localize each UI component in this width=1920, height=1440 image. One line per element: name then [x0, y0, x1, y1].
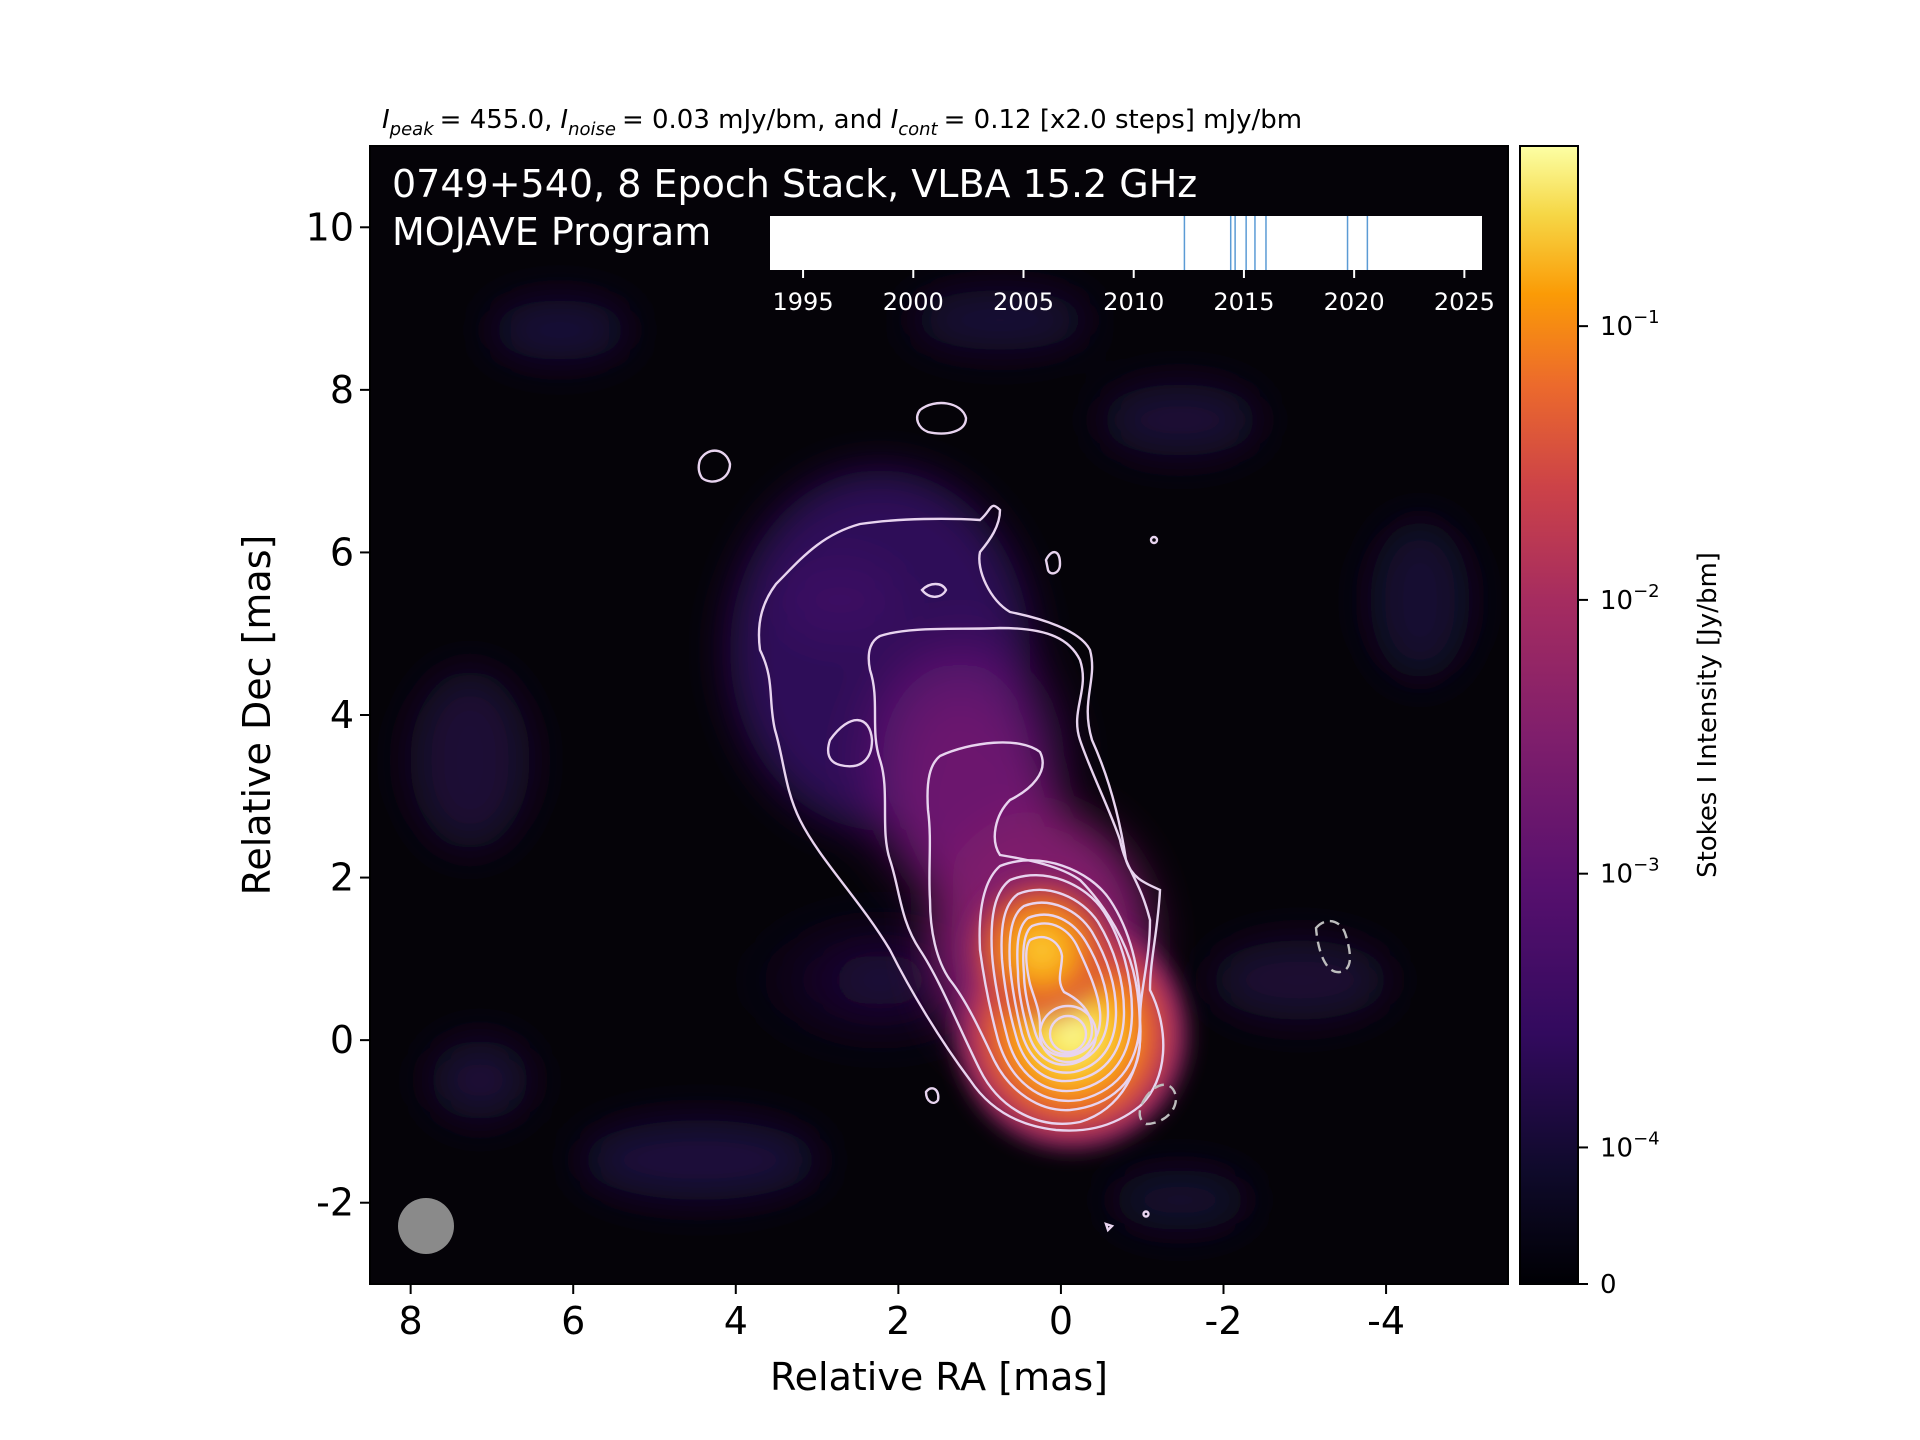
i-cont-value: = 0.12 [x2.0 steps] mJy/bm	[944, 105, 1303, 135]
colorbar-tick-label: 10−3	[1600, 855, 1660, 890]
contour-island-6	[1149, 535, 1159, 545]
y-tick-label: 0	[330, 1018, 354, 1062]
contour-level-4	[978, 859, 1142, 1103]
epoch-markers	[1183, 216, 1369, 270]
timeline-tick-label: 2000	[883, 288, 944, 316]
beam-ellipse	[398, 1198, 454, 1254]
colorbar-ticks: 0 10−4 10−3 10−2 10−1	[1578, 307, 1660, 1300]
colorbar-label: Stokes I Intensity [Jy/bm]	[1693, 552, 1723, 878]
x-tick-label: 0	[1049, 1299, 1073, 1343]
contour-level-2	[867, 626, 1152, 1125]
timeline-tick-label: 2010	[1103, 288, 1164, 316]
timeline-box	[770, 216, 1482, 270]
colorbar-tick-label: 0	[1600, 1270, 1617, 1300]
colorbar: 0 10−4 10−3 10−2 10−1 Stokes I Intensity [Jy…	[1519, 145, 1723, 1300]
y-axis-label: Relative Dec [mas]	[235, 535, 279, 896]
contour-level-1	[757, 504, 1165, 1132]
i-peak-symbol: I	[382, 105, 390, 135]
i-peak-value: = 455.0,	[440, 105, 553, 135]
y-tick-label: 6	[330, 530, 354, 574]
timeline-tick-label: 2005	[993, 288, 1054, 316]
program-title: MOJAVE Program	[392, 210, 711, 254]
colorbar-tick-label: 10−4	[1600, 1128, 1660, 1163]
x-tick-label: 4	[724, 1299, 748, 1343]
i-cont-symbol: I	[891, 105, 899, 135]
contour-island-3	[697, 449, 732, 483]
contour-level-6	[1000, 888, 1126, 1083]
x-axis-ticks: 8 6 4 2 0 -2 -4	[399, 1284, 1405, 1343]
timeline-tick-label: 2025	[1434, 288, 1495, 316]
contour-island-9	[1104, 1222, 1115, 1233]
contour-island-2	[916, 401, 968, 435]
contour-island-1	[826, 719, 874, 768]
i-noise-value: = 0.03 mJy/bm, and	[622, 105, 883, 135]
epoch-timeline: 1995 2000 2005 2010 2015 2020 2025	[770, 216, 1495, 316]
contour-level-3	[926, 741, 1142, 1112]
timeline-ticks: 1995 2000 2005 2010 2015 2020 2025	[773, 270, 1495, 316]
contour-level-5	[990, 874, 1134, 1093]
contour-level-10	[1025, 935, 1094, 1056]
negative-contour-2	[1138, 1083, 1178, 1126]
timeline-tick-label: 2015	[1213, 288, 1274, 316]
plot-header: Ipeak = 455.0, Inoise = 0.03 mJy/bm, and Ico…	[382, 105, 1302, 140]
y-tick-label: 10	[306, 205, 354, 249]
x-tick-label: 2	[886, 1299, 910, 1343]
colorbar-tick-label: 10−2	[1600, 581, 1660, 616]
source-title: 0749+540, 8 Epoch Stack, VLBA 15.2 GHz	[392, 162, 1197, 206]
x-tick-label: -2	[1205, 1299, 1243, 1343]
contour-level-8	[1016, 913, 1110, 1066]
contour-level-7	[1008, 901, 1118, 1074]
contour-level-12	[1048, 1014, 1088, 1054]
i-noise-subscript: noise	[568, 119, 616, 140]
colorbar-tick-label: 10−1	[1600, 307, 1660, 342]
contour-level-9	[1022, 922, 1102, 1058]
x-tick-label: -4	[1367, 1299, 1405, 1343]
contour-level-11	[1038, 1004, 1098, 1064]
negative-contours	[1138, 919, 1352, 1126]
x-tick-label: 6	[561, 1299, 585, 1343]
x-tick-label: 8	[399, 1299, 423, 1343]
intensity-map: 8 6 4 2 0 -2 -4 10 8 6 4 2 0 -2 Relative RA [mas] Re…	[235, 145, 1509, 1399]
colorbar-gradient	[1519, 145, 1579, 1285]
y-tick-label: 4	[330, 693, 354, 737]
contour-island-5	[1044, 551, 1062, 575]
map-emission	[398, 290, 1470, 1254]
contour-island-4	[920, 582, 948, 598]
contour-island-8	[1142, 1210, 1150, 1218]
y-axis-ticks: 10 8 6 4 2 0 -2	[306, 205, 370, 1225]
y-tick-label: 8	[330, 368, 354, 412]
i-cont-subscript: cont	[898, 119, 938, 140]
i-peak-subscript: peak	[389, 119, 436, 140]
timeline-tick-label: 2020	[1324, 288, 1385, 316]
y-tick-label: -2	[316, 1181, 354, 1225]
negative-contour-1	[1314, 919, 1352, 974]
contour-island-7	[924, 1087, 940, 1104]
i-noise-symbol: I	[560, 105, 568, 135]
timeline-tick-label: 1995	[773, 288, 834, 316]
y-tick-label: 2	[330, 856, 354, 900]
knot-glow	[962, 870, 1122, 1030]
x-axis-label: Relative RA [mas]	[770, 1355, 1108, 1399]
contour-lines	[697, 401, 1165, 1233]
